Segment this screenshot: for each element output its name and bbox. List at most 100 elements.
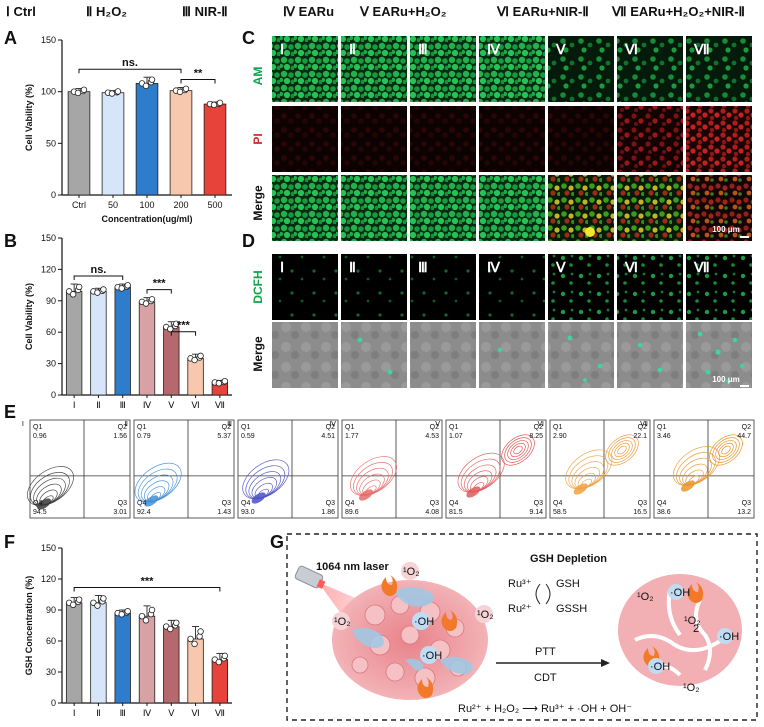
q4-label: Q4 <box>137 500 146 507</box>
img-dcfh-5 <box>548 254 614 320</box>
late-apoptosis-contour <box>605 434 639 466</box>
late-apoptosis-contour <box>513 445 523 455</box>
contour <box>679 457 712 486</box>
img-dcfh-7 <box>686 254 752 320</box>
late-apoptosis-contour <box>617 445 627 455</box>
col-numeral-c-6: Ⅵ <box>624 43 638 58</box>
scale-bar-d <box>740 385 749 387</box>
x-axis-label: Concentration(ug/ml) <box>102 214 193 224</box>
x-tick-label: Ⅶ <box>215 400 225 410</box>
late-apoptosis-contour <box>715 440 737 460</box>
img-dcfh-2 <box>341 254 407 320</box>
contour <box>350 456 397 497</box>
oh-bubble-r3 <box>648 658 664 674</box>
q4-value: 92.4 <box>137 509 151 516</box>
q1-value: 2.90 <box>553 433 567 440</box>
q3-label: Q3 <box>742 500 751 507</box>
bar <box>90 290 107 396</box>
row-label-dcfh: DCFH <box>251 270 265 303</box>
significance-label: *** <box>141 576 155 588</box>
data-point <box>138 613 146 620</box>
o2-label-r3: ¹O₂ <box>683 682 700 694</box>
data-point <box>187 635 194 643</box>
bar <box>114 612 131 704</box>
data-point <box>148 606 156 614</box>
data-point <box>94 289 101 296</box>
q3-value: 1.86 <box>321 509 335 516</box>
contour <box>251 477 278 499</box>
q4-label: Q4 <box>345 500 354 507</box>
late-apoptosis-contour <box>611 440 633 460</box>
chart-f: 0 30 60 90 120 150 GSH Concentration (%) Ⅰ Ⅱ Ⅲ Ⅳ Ⅴ Ⅵ… <box>24 543 232 718</box>
data-point <box>148 76 156 83</box>
ru3-label: Ru³⁺ <box>508 578 532 590</box>
bar <box>138 615 156 704</box>
img-am-3 <box>410 36 476 102</box>
late-apoptosis-contour <box>608 437 636 463</box>
data-point <box>124 608 131 615</box>
legend-2: Ⅱ H₂O₂ <box>86 4 127 19</box>
o2-bubble-3 <box>475 605 493 623</box>
data-point <box>118 611 125 618</box>
img-dcfh-1 <box>272 254 338 320</box>
o2-bubble-1 <box>401 562 419 580</box>
x-tick-label: 50 <box>108 200 118 210</box>
population-core <box>681 480 695 492</box>
img-merge-c-4 <box>479 175 545 241</box>
late-apoptosis-contour <box>709 434 743 466</box>
panel-label-c: C <box>242 28 255 48</box>
y-tick-label: 0 <box>51 190 56 200</box>
img-dcfh-6 <box>617 254 683 320</box>
data-point <box>176 88 184 96</box>
q2-value: 8.25 <box>529 433 543 440</box>
img-pi-7 <box>686 106 752 172</box>
img-pi-3 <box>410 106 476 172</box>
img-merge-d-6 <box>617 322 683 388</box>
late-apoptosis-contour <box>721 445 731 455</box>
img-merge-c-3 <box>410 175 476 241</box>
bar <box>114 286 131 396</box>
legend-5: Ⅴ EARu+H₂O₂ <box>359 4 447 19</box>
bar <box>90 602 107 704</box>
q2-label: Q2 <box>534 424 543 431</box>
img-am-4 <box>479 36 545 102</box>
bar <box>211 659 229 704</box>
q1-value: 0.79 <box>137 433 151 440</box>
y-tick-label: 90 <box>46 296 56 306</box>
data-point <box>148 296 156 303</box>
img-dcfh-3 <box>410 254 476 320</box>
flow-numeral: Ⅳ <box>330 421 337 428</box>
q1-label: Q1 <box>33 424 42 431</box>
x-tick-label: Ⅵ <box>191 708 199 718</box>
chart-b: 0 30 60 90 120 150 Cell Vability (%) Ⅰ Ⅱ Ⅲ Ⅳ Ⅴ Ⅵ Ⅶns.… <box>24 233 232 410</box>
bar <box>135 83 159 196</box>
flow-numeral: Ⅱ <box>125 421 128 428</box>
y-tick-label: 150 <box>41 543 56 553</box>
laser-label: 1064 nm laser <box>316 561 389 573</box>
o2-label-r1: ¹O₂ <box>637 591 654 603</box>
img-merge-d-5 <box>548 322 614 388</box>
q4-value: 93.0 <box>241 509 255 516</box>
x-tick-label: Ⅳ <box>143 708 152 718</box>
data-point <box>75 283 83 291</box>
y-tick-label: 60 <box>46 327 56 337</box>
gsh-depletion-title: GSH Depletion <box>530 553 607 565</box>
chart-a: 0 50 100 150 Cell Vability (%) Concentration(… <box>24 35 232 224</box>
significance-bracket <box>146 289 172 294</box>
flow-plot-frame <box>549 419 651 519</box>
bar <box>67 91 91 196</box>
population-core <box>573 483 588 495</box>
data-point <box>167 325 174 333</box>
row-label-pi: PI <box>251 133 265 144</box>
flow-plot-frame <box>653 419 755 519</box>
img-merge-c-1 <box>272 175 338 241</box>
nanoparticle-ribbons <box>352 587 473 674</box>
flow-plot-frame <box>341 419 443 519</box>
q3-value: 16.5 <box>633 509 647 516</box>
col-numeral-d-3: Ⅲ <box>418 261 428 276</box>
data-point <box>69 601 77 609</box>
q3-label: Q3 <box>222 500 231 507</box>
q2-value: 4.53 <box>425 433 439 440</box>
data-point <box>216 99 224 107</box>
y-tick-label: 0 <box>51 390 56 400</box>
